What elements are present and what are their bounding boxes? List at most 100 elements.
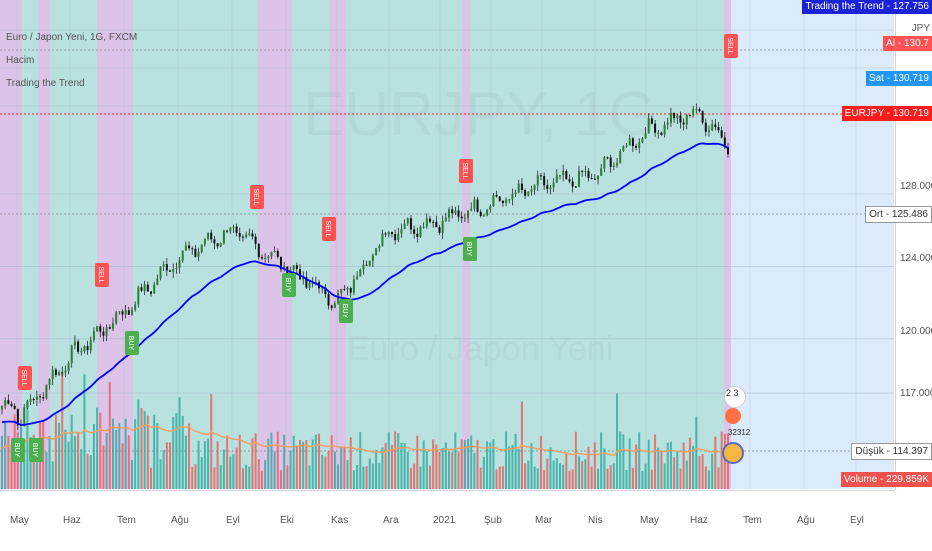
candle-body: [666, 122, 669, 125]
volume-bar: [352, 470, 355, 489]
volume-bar: [416, 435, 419, 489]
buy-signal: BUY: [339, 299, 353, 323]
volume-bar: [571, 469, 574, 489]
buy-signal-box: [125, 331, 139, 355]
volume-bar: [644, 463, 647, 489]
candle-body: [188, 245, 191, 249]
volume-bar: [194, 464, 197, 489]
volume-bar: [524, 463, 527, 489]
volume-bar: [146, 415, 149, 489]
volume-bar: [641, 470, 644, 489]
sell-signal: SELL: [18, 366, 32, 390]
candle-body: [175, 267, 178, 270]
volume-bar: [283, 434, 286, 489]
candle-body: [67, 363, 70, 371]
y-tick-120: 120.000: [900, 326, 932, 337]
volume-ma-line: [1, 424, 729, 456]
emoji-badge[interactable]: 2 3 32312: [722, 386, 750, 486]
volume-bar: [565, 453, 568, 489]
candle-body: [29, 398, 32, 402]
sell-signal: SELL: [250, 185, 264, 209]
buy-price-value: 130.7: [903, 38, 929, 49]
volume-bar: [612, 463, 615, 489]
buy-signal: BUY: [463, 237, 477, 261]
volume-bar: [584, 459, 587, 489]
x-tick-tem: Tem: [117, 515, 136, 526]
candle-body: [590, 178, 593, 180]
volume-bar: [448, 451, 451, 489]
candle-body: [169, 270, 172, 272]
candle-body: [584, 170, 587, 172]
candle-body: [631, 138, 634, 147]
volume-bar: [150, 467, 153, 489]
y-tick-117: 117.000: [900, 388, 932, 399]
volume-bar: [676, 451, 679, 489]
candle-body: [416, 233, 419, 237]
candle-body: [381, 233, 384, 246]
candle-body: [511, 193, 514, 200]
candle-body: [701, 111, 704, 123]
volume-bar: [432, 439, 435, 489]
x-tick-haz: Haz: [63, 515, 81, 526]
volume-bar: [42, 422, 45, 489]
volume-bar: [124, 418, 127, 489]
candle-body: [679, 115, 682, 123]
candle-body: [137, 287, 140, 305]
candle-body: [295, 265, 298, 270]
volume-bar: [723, 433, 726, 489]
legend-volume[interactable]: Hacim: [6, 55, 35, 66]
candle-body: [406, 218, 409, 224]
candle-body: [555, 175, 558, 183]
buy-price-tag: Al - 130.7: [883, 36, 932, 51]
candle-body: [422, 226, 425, 228]
volume-bar: [701, 454, 704, 489]
bg-bear-band: [38, 0, 50, 489]
candle-body: [619, 150, 622, 163]
candle-body: [178, 260, 181, 268]
volume-bar: [67, 441, 70, 489]
x-tick-haz-2: Haz: [690, 515, 708, 526]
candle-body: [676, 115, 679, 119]
x-tick-tem-2: Tem: [743, 515, 762, 526]
candle-body: [359, 269, 362, 277]
volume-bar: [543, 470, 546, 489]
volume-bar: [99, 412, 102, 489]
volume-bar: [619, 431, 622, 489]
candle-body: [432, 221, 435, 223]
trend-line: [1, 142, 729, 426]
emoji-face-icon: [725, 408, 741, 424]
volume-bar: [375, 449, 378, 489]
candle-body: [451, 209, 454, 214]
volume-bar: [467, 439, 470, 489]
legend-indicator[interactable]: Trading the Trend: [6, 78, 85, 89]
indicator-tag-label: Trading the Trend: [805, 1, 884, 12]
mid-price-tag: Ort - 125.486: [865, 206, 932, 223]
watermark-name: Euro / Japon Yeni: [347, 330, 614, 368]
volume-bar: [235, 447, 238, 489]
volume-bar: [451, 452, 454, 489]
candle-body: [501, 200, 504, 204]
sell-price-tag: Sat - 130.719: [865, 71, 932, 86]
legend-title[interactable]: Euro / Japon Yeni, 1G, FXCM: [6, 32, 138, 43]
candle-body: [428, 218, 431, 222]
candle-body: [479, 211, 482, 216]
candle-body: [403, 223, 406, 230]
buy-signal: BUY: [11, 438, 25, 462]
volume-tag: Volume - 229.859K: [840, 472, 932, 487]
time-axis[interactable]: May Haz Tem Ağu Eyl Eki Kas Ara 2021 Şub…: [0, 490, 895, 551]
candle-body: [162, 264, 165, 267]
y-tick-128: 128.000: [900, 181, 932, 192]
candle-body: [340, 288, 343, 294]
candle-body: [425, 218, 428, 227]
candle-body: [241, 236, 244, 238]
volume-bar: [137, 399, 140, 489]
volume-bar: [105, 433, 108, 489]
candle-body: [698, 109, 701, 112]
candle-body: [299, 269, 302, 280]
volume-bar: [622, 434, 625, 489]
candle-body: [305, 277, 308, 288]
volume-bar: [568, 470, 571, 489]
candle-body: [688, 114, 691, 116]
